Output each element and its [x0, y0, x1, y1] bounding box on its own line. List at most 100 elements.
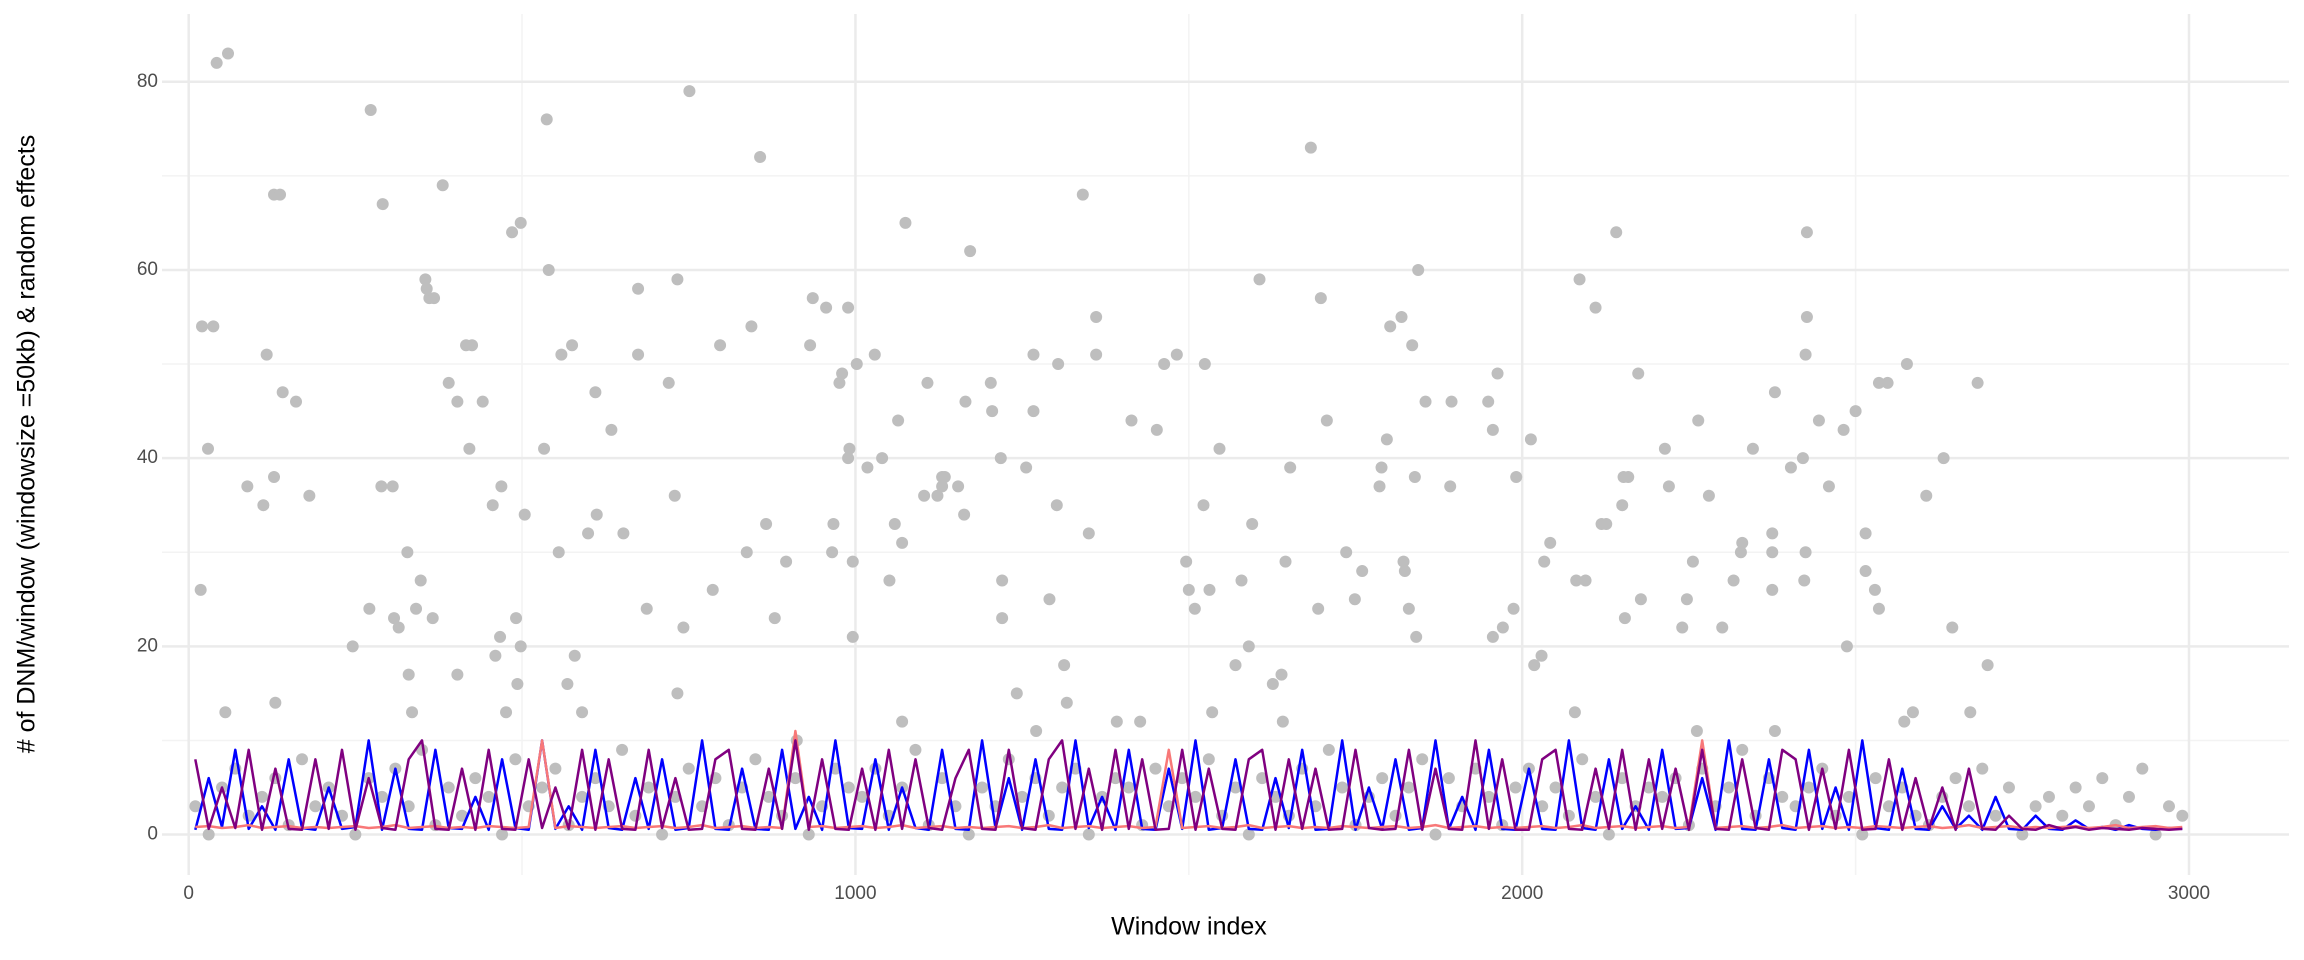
- point: [896, 715, 909, 728]
- point: [1568, 706, 1581, 719]
- point: [1842, 790, 1855, 803]
- y-tick-label: 20: [137, 635, 158, 656]
- point: [640, 602, 653, 615]
- point: [1676, 621, 1689, 634]
- point: [436, 179, 449, 192]
- point: [1060, 696, 1073, 709]
- point: [420, 282, 433, 295]
- point: [842, 301, 855, 314]
- point: [1837, 423, 1850, 436]
- point: [1680, 593, 1693, 606]
- point: [994, 452, 1007, 465]
- point: [1686, 555, 1699, 568]
- point: [428, 292, 441, 305]
- point: [1380, 433, 1393, 446]
- point: [1395, 310, 1408, 323]
- point: [1030, 725, 1043, 738]
- point: [1416, 753, 1429, 766]
- point: [2042, 790, 2055, 803]
- point: [1544, 536, 1557, 549]
- point: [561, 677, 574, 690]
- point: [1859, 565, 1872, 578]
- point: [576, 790, 589, 803]
- point: [496, 828, 509, 841]
- point: [1736, 536, 1749, 549]
- point: [1496, 621, 1509, 634]
- point: [1397, 555, 1410, 568]
- point: [1410, 630, 1423, 643]
- point: [1336, 781, 1349, 794]
- point: [896, 536, 909, 549]
- point: [1052, 358, 1065, 371]
- point: [1322, 743, 1335, 756]
- point: [1692, 414, 1705, 427]
- x-axis-title: Window index: [1111, 913, 1267, 941]
- point: [632, 282, 645, 295]
- point: [1616, 499, 1629, 512]
- point: [276, 386, 289, 399]
- point: [1662, 480, 1675, 493]
- point: [683, 85, 696, 98]
- point: [833, 376, 846, 389]
- point: [1768, 386, 1781, 399]
- point: [290, 395, 303, 408]
- point: [386, 480, 399, 493]
- point: [510, 612, 523, 625]
- point: [442, 781, 455, 794]
- point: [1027, 348, 1040, 361]
- point: [566, 339, 579, 352]
- point: [495, 480, 508, 493]
- point: [1799, 348, 1812, 361]
- point: [976, 781, 989, 794]
- point: [1600, 518, 1613, 531]
- point: [846, 630, 859, 643]
- point: [402, 668, 415, 681]
- point: [1937, 452, 1950, 465]
- point: [1946, 621, 1959, 634]
- point: [804, 339, 817, 352]
- x-tick-label: 1000: [834, 883, 876, 904]
- point: [194, 583, 207, 596]
- point: [1253, 273, 1266, 286]
- point: [2176, 809, 2189, 822]
- point: [364, 103, 377, 116]
- point: [1279, 555, 1292, 568]
- point: [605, 423, 618, 436]
- y-tick-label: 60: [137, 259, 158, 280]
- point: [938, 470, 951, 483]
- point: [1398, 565, 1411, 578]
- point: [1882, 800, 1895, 813]
- point: [1482, 790, 1495, 803]
- point: [590, 508, 603, 521]
- point: [656, 828, 669, 841]
- y-tick-label: 0: [147, 824, 158, 845]
- point: [1312, 602, 1325, 615]
- point: [1766, 583, 1779, 596]
- point: [1442, 772, 1455, 785]
- point: [256, 790, 269, 803]
- point: [2149, 828, 2162, 841]
- point: [1482, 395, 1495, 408]
- point: [376, 790, 389, 803]
- point: [1800, 310, 1813, 323]
- point: [401, 546, 414, 559]
- point: [632, 348, 645, 361]
- point: [1971, 376, 1984, 389]
- point: [789, 772, 802, 785]
- point: [506, 226, 519, 239]
- point: [745, 320, 758, 333]
- point: [921, 376, 934, 389]
- point: [899, 216, 912, 229]
- point: [1906, 706, 1919, 719]
- point: [1989, 809, 2002, 822]
- point: [1562, 809, 1575, 822]
- point: [414, 574, 427, 587]
- point: [1570, 574, 1583, 587]
- point: [1881, 376, 1894, 389]
- point: [486, 499, 499, 512]
- point: [1869, 772, 1882, 785]
- point: [1549, 781, 1562, 794]
- point: [241, 480, 254, 493]
- point: [1402, 781, 1415, 794]
- point: [1266, 677, 1279, 690]
